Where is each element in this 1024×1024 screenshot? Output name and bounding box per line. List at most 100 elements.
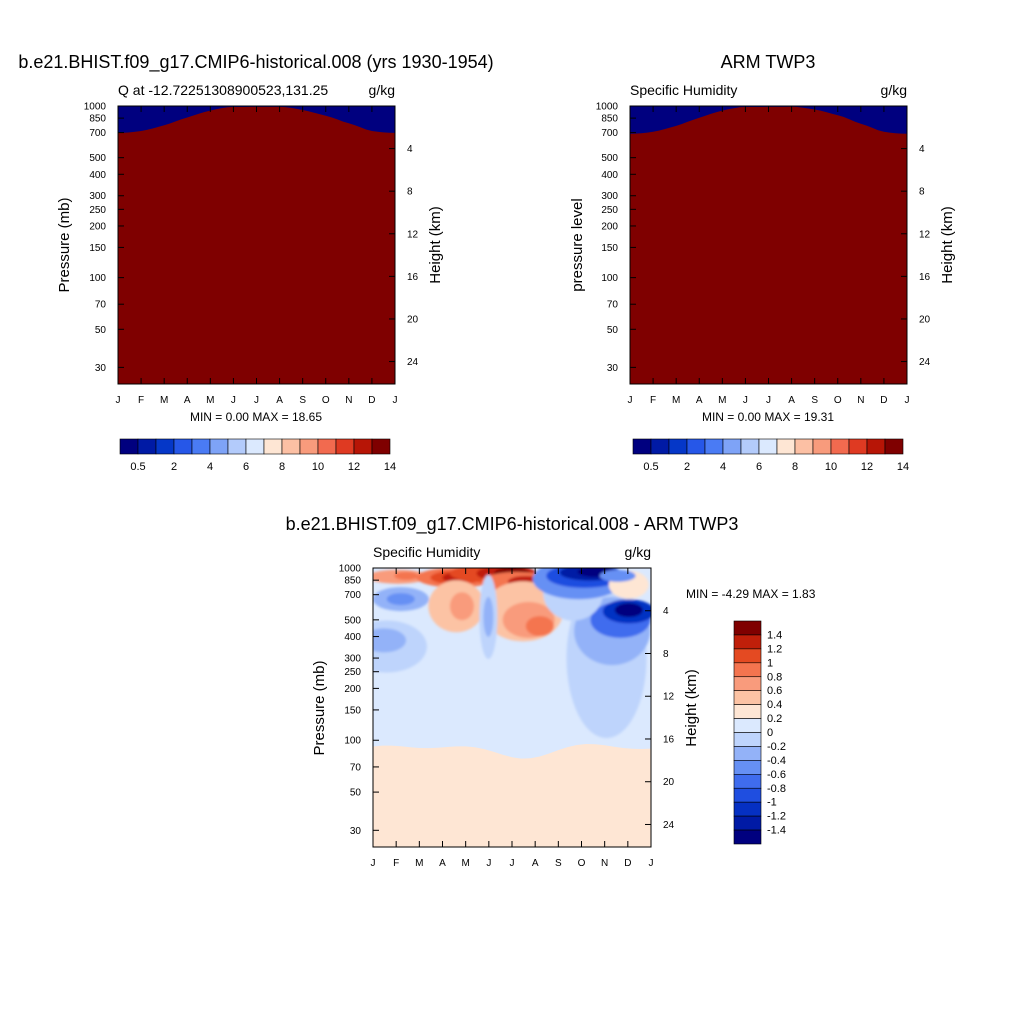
- y-tick-label: 500: [601, 153, 618, 164]
- colorbar-label: 1.2: [767, 643, 782, 655]
- colorbar-swatch: [794, 438, 814, 455]
- colorbar-label: 0.5: [130, 461, 145, 473]
- y-tick-label: 500: [89, 153, 106, 164]
- diff-contour-field: [373, 568, 651, 847]
- right-ylabel-right: Height (km): [939, 206, 956, 284]
- x-tick-label: S: [555, 858, 562, 869]
- y2-tick-label: 24: [919, 357, 931, 368]
- y-tick-label: 850: [601, 114, 618, 125]
- y-tick-label: 30: [350, 826, 362, 837]
- x-tick-label: J: [743, 395, 748, 406]
- colorbar-label: 6: [756, 461, 762, 473]
- y2-tick-label: 16: [663, 734, 675, 745]
- x-tick-label: J: [486, 858, 491, 869]
- y2-tick-label: 8: [407, 187, 413, 198]
- x-tick-label: F: [138, 395, 144, 406]
- colorbar-label: 2: [171, 461, 177, 473]
- x-tick-label: D: [880, 395, 887, 406]
- colorbar-label: 2: [684, 461, 690, 473]
- colorbar-label: 1.4: [767, 629, 782, 641]
- colorbar-label: -1: [767, 797, 777, 809]
- colorbar-label: 0.4: [767, 699, 782, 711]
- colorbar-swatch: [173, 438, 193, 455]
- diff-axes: J F M A M J J A S O N D J 30 50 70 100 150 200 250 300 400 500…: [339, 564, 675, 870]
- y-tick-label: 70: [350, 762, 362, 773]
- colorbar-label: -1.2: [767, 811, 786, 823]
- y-tick-label: 400: [344, 632, 361, 643]
- left-contour-field: [118, 106, 395, 384]
- y2-tick-label: 12: [919, 229, 931, 240]
- colorbar-label: 8: [279, 461, 285, 473]
- y2-tick-label: 16: [407, 272, 419, 283]
- colorbar-swatch: [371, 438, 391, 455]
- colorbar-label: 0.8: [767, 671, 782, 683]
- right-minmax: MIN = 0.00 MAX = 19.31: [702, 410, 834, 424]
- x-tick-label: M: [718, 395, 726, 406]
- colorbar-swatch: [668, 438, 688, 455]
- y-tick-label: 250: [89, 205, 106, 216]
- colorbar-swatch: [245, 438, 265, 455]
- y-tick-label: 700: [601, 128, 618, 139]
- colorbar-swatch: [119, 438, 139, 455]
- x-tick-label: F: [393, 858, 399, 869]
- y-tick-label: 300: [601, 191, 618, 202]
- y2-tick-label: 16: [919, 272, 931, 283]
- x-tick-label: J: [393, 395, 398, 406]
- colorbar-swatch: [740, 438, 760, 455]
- left-axes: J F M A M J J A S O N D J 30 50 70 100 150 200 250 300 400 500…: [84, 102, 419, 407]
- x-tick-label: N: [345, 395, 352, 406]
- colorbar-swatch: [632, 438, 652, 455]
- colorbar-swatch: [733, 620, 762, 636]
- y-tick-label: 400: [89, 170, 106, 181]
- diff-subtitle: Specific Humidity: [373, 544, 480, 560]
- q-contour-band: [630, 106, 907, 384]
- y-tick-label: 400: [601, 170, 618, 181]
- y-tick-label: 50: [95, 325, 107, 336]
- x-tick-label: O: [834, 395, 842, 406]
- y-tick-label: 200: [344, 684, 361, 695]
- diff-ylabel: Pressure (mb): [311, 660, 328, 755]
- colorbar-label: -0.8: [767, 783, 786, 795]
- diff-panel: b.e21.BHIST.f09_g17.CMIP6-historical.008…: [286, 514, 816, 869]
- diff-contour-band: [483, 596, 494, 637]
- colorbar-label: 0.2: [767, 713, 782, 725]
- left-minmax: MIN = 0.00 MAX = 18.65: [190, 410, 322, 424]
- colorbar-swatch: [704, 438, 724, 455]
- x-tick-label: M: [461, 858, 469, 869]
- colorbar-label: 4: [720, 461, 726, 473]
- x-tick-label: A: [696, 395, 703, 406]
- colorbar-swatch: [733, 774, 762, 789]
- x-tick-label: A: [788, 395, 795, 406]
- diff-contour-band: [394, 571, 419, 580]
- diff-colorbar: 1.4 1.2 1 0.8 0.6 0.4 0.2 0 -0.2 -0.4 -0.6 -0.8 -1 -1…: [733, 620, 786, 845]
- x-tick-label: J: [371, 858, 376, 869]
- right-subtitle: Specific Humidity: [630, 82, 737, 98]
- x-tick-label: J: [649, 858, 654, 869]
- colorbar-swatch: [733, 787, 762, 803]
- x-tick-label: J: [231, 395, 236, 406]
- left-panel: b.e21.BHIST.f09_g17.CMIP6-historical.008…: [18, 52, 493, 473]
- y2-tick-label: 12: [407, 229, 419, 240]
- colorbar-swatch: [733, 718, 762, 733]
- diff-units: g/kg: [625, 544, 651, 560]
- colorbar-swatch: [733, 648, 762, 664]
- colorbar-swatch: [848, 438, 868, 455]
- colorbar-swatch: [722, 438, 742, 455]
- y-tick-label: 50: [350, 788, 362, 799]
- right-units: g/kg: [881, 82, 907, 98]
- y-tick-label: 300: [89, 191, 106, 202]
- y2-tick-label: 20: [663, 777, 675, 788]
- y2-tick-label: 20: [407, 314, 419, 325]
- x-tick-label: A: [184, 395, 191, 406]
- y-tick-label: 30: [95, 363, 107, 374]
- x-tick-label: J: [254, 395, 259, 406]
- diff-ylabel-right: Height (km): [683, 669, 700, 747]
- colorbar-label: 6: [243, 461, 249, 473]
- x-tick-label: J: [905, 395, 910, 406]
- colorbar-label: 14: [897, 461, 909, 473]
- y-tick-label: 150: [89, 243, 106, 254]
- colorbar-swatch: [733, 732, 762, 747]
- y-tick-label: 250: [344, 667, 361, 678]
- colorbar-swatch: [812, 438, 832, 455]
